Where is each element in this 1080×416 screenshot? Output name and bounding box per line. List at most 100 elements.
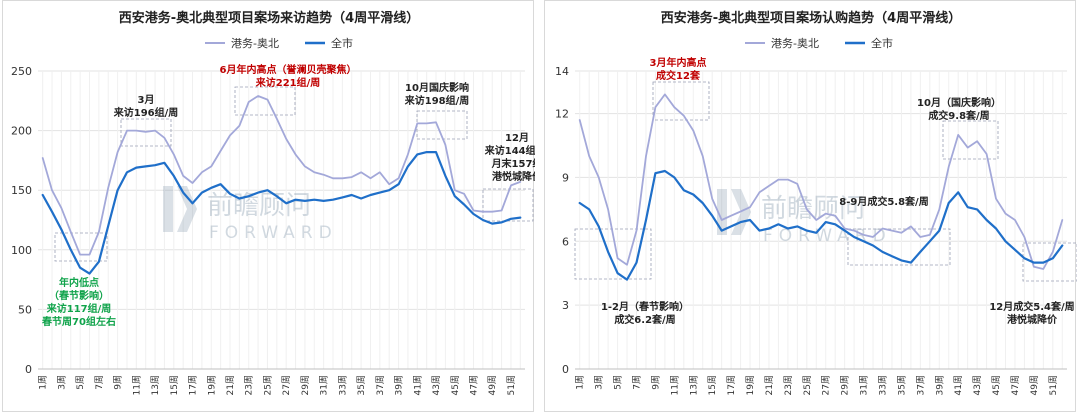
x-tick-label: 41周: [953, 375, 964, 395]
x-tick-label: 7周: [632, 375, 643, 390]
annotation-line: 港悦城降价: [1007, 313, 1058, 326]
x-tick-label: 5周: [75, 375, 86, 390]
y-tick-label: 12: [555, 108, 569, 121]
watermark-text-cn: 前瞻顾问: [761, 194, 865, 224]
x-tick-label: 9周: [650, 375, 661, 390]
annotation-line: （春节影响）: [49, 289, 109, 302]
x-tick-label: 31周: [859, 375, 870, 395]
y-tick-label: 6: [562, 235, 569, 248]
y-tick-label: 0: [562, 363, 569, 376]
plot-area: [38, 71, 525, 369]
x-tick-label: 23周: [244, 375, 255, 395]
x-tick-label: 43周: [972, 375, 983, 395]
annotation-line: 来访196组/周: [113, 106, 179, 119]
annotation-line: 来访117组/周: [46, 302, 112, 315]
y-tick-label: 9: [562, 171, 569, 184]
watermark-text-en: FORWARD: [209, 223, 338, 243]
x-tick-label: 25周: [802, 375, 813, 395]
annotation-line: 来访144组/周: [484, 144, 535, 157]
x-tick-label: 37周: [915, 375, 926, 395]
annotation-label: 10月（国庆影响）成交9.8套/周: [917, 96, 1001, 122]
x-tick-label: 45周: [450, 375, 461, 395]
annotation-line: 来访221组/周: [255, 76, 321, 89]
y-tick-label: 0: [25, 363, 32, 376]
y-tick-label: 100: [11, 244, 32, 257]
watermark-logo-bar-left: [717, 189, 727, 235]
annotation-line: 月末157组: [491, 157, 535, 170]
x-tick-label: 3周: [56, 375, 67, 390]
annotation-box: [120, 118, 172, 147]
x-tick-label: 49周: [1029, 375, 1040, 395]
x-tick-label: 31周: [319, 375, 330, 395]
annotation-box: [652, 81, 710, 121]
annotation-label: 6月年内高点（誉澜贝壳聚焦）来访221组/周: [220, 63, 357, 89]
annotation-line: 10月（国庆影响）: [917, 96, 1001, 109]
legend-label: 港务-奥北: [231, 36, 279, 50]
x-tick-label: 47周: [1010, 375, 1021, 395]
x-tick-label: 51周: [1048, 375, 1059, 395]
x-tick-label: 35周: [356, 375, 367, 395]
x-tick-label: 23周: [783, 375, 794, 395]
legend-label: 全市: [331, 36, 353, 50]
visits-chart-panel: 0 50 100 150 200 250 1周 3周 5周 7周 9周 11周 13周 15周 17周 19周…: [2, 0, 535, 412]
annotation-label: 年内低点（春节影响）来访117组/周春节周70组左右: [42, 276, 116, 328]
annotation-line: 成交12套: [656, 69, 701, 82]
y-tick-label: 200: [11, 125, 32, 138]
x-tick-label: 45周: [991, 375, 1002, 395]
x-tick-label: 17周: [726, 375, 737, 395]
y-tick-label: 3: [562, 299, 569, 312]
x-tick-label: 43周: [431, 375, 442, 395]
annotation-box: [942, 120, 999, 160]
annotation-line: 3月: [138, 94, 155, 106]
annotation-label: 8-9月成交5.8套/周: [839, 195, 928, 208]
series-line-citywide: [41, 151, 522, 275]
subscriptions-chart: 0 3 6 9 12 14 1周 3周 5周 7周 9周 11周 13周 15周 17周 19周 21周 23周 2…: [555, 10, 1077, 395]
annotation-box: [54, 232, 108, 262]
watermark-text-cn: 前瞻顾问: [207, 191, 311, 221]
annotation-line: 年内低点: [59, 276, 99, 289]
x-tick-label: 19周: [745, 375, 756, 395]
x-tick-label: 29周: [840, 375, 851, 395]
annotation-label: 12月来访144组/周月末157组港悦城降价: [484, 132, 535, 183]
x-tick-label: 35周: [896, 375, 907, 395]
series-line-gangwu-aobei: [41, 95, 522, 256]
annotation-line: 10月国庆影响: [405, 81, 469, 94]
annotation-line: 来访198组/周: [404, 94, 470, 107]
x-tick-label: 15周: [707, 375, 718, 395]
y-tick-label: 150: [11, 184, 32, 197]
x-tick-label: 15周: [169, 375, 180, 395]
x-tick-label: 33周: [878, 375, 889, 395]
x-tick-label: 11周: [131, 375, 142, 395]
annotation-label: 3月年内高点成交12套: [650, 56, 707, 82]
x-tick-label: 11周: [669, 375, 680, 395]
x-tick-label: 49周: [487, 375, 498, 395]
annotation-label: 12月成交5.4套/周港悦城降价: [989, 300, 1074, 326]
series-line-citywide: [578, 169, 1064, 281]
chart-title: 西安港务-奥北典型项目案场认购趋势（4周平滑线）: [661, 10, 961, 26]
annotation-box: [574, 228, 652, 280]
x-tick-label: 39周: [394, 375, 405, 395]
x-tick-label: 51周: [506, 375, 517, 395]
watermark-logo-bar-left: [163, 186, 173, 232]
x-tick-label: 29周: [300, 375, 311, 395]
x-tick-label: 37周: [375, 375, 386, 395]
annotation-line: 1-2月（春节影响）: [601, 300, 689, 313]
x-tick-label: 47周: [468, 375, 479, 395]
annotation-line: 成交6.2套/周: [614, 313, 675, 326]
x-tick-label: 19周: [206, 375, 217, 395]
x-tick-label: 7周: [94, 375, 105, 390]
annotation-line: 8-9月成交5.8套/周: [839, 195, 928, 208]
annotation-box: [1022, 242, 1077, 282]
annotation-label: 3月来访196组/周: [113, 94, 179, 119]
x-tick-label: 39周: [934, 375, 945, 395]
legend-label: 全市: [871, 36, 893, 50]
x-tick-label: 33周: [337, 375, 348, 395]
annotation-line: 12月: [505, 132, 529, 144]
x-tick-label: 1周: [575, 375, 586, 390]
x-tick-label: 25周: [262, 375, 273, 395]
x-tick-label: 13周: [150, 375, 161, 395]
legend-label: 港务-奥北: [771, 36, 819, 50]
series-line-gangwu-aobei: [578, 93, 1064, 270]
x-tick-label: 5周: [613, 375, 624, 390]
annotation-box: [847, 228, 951, 266]
